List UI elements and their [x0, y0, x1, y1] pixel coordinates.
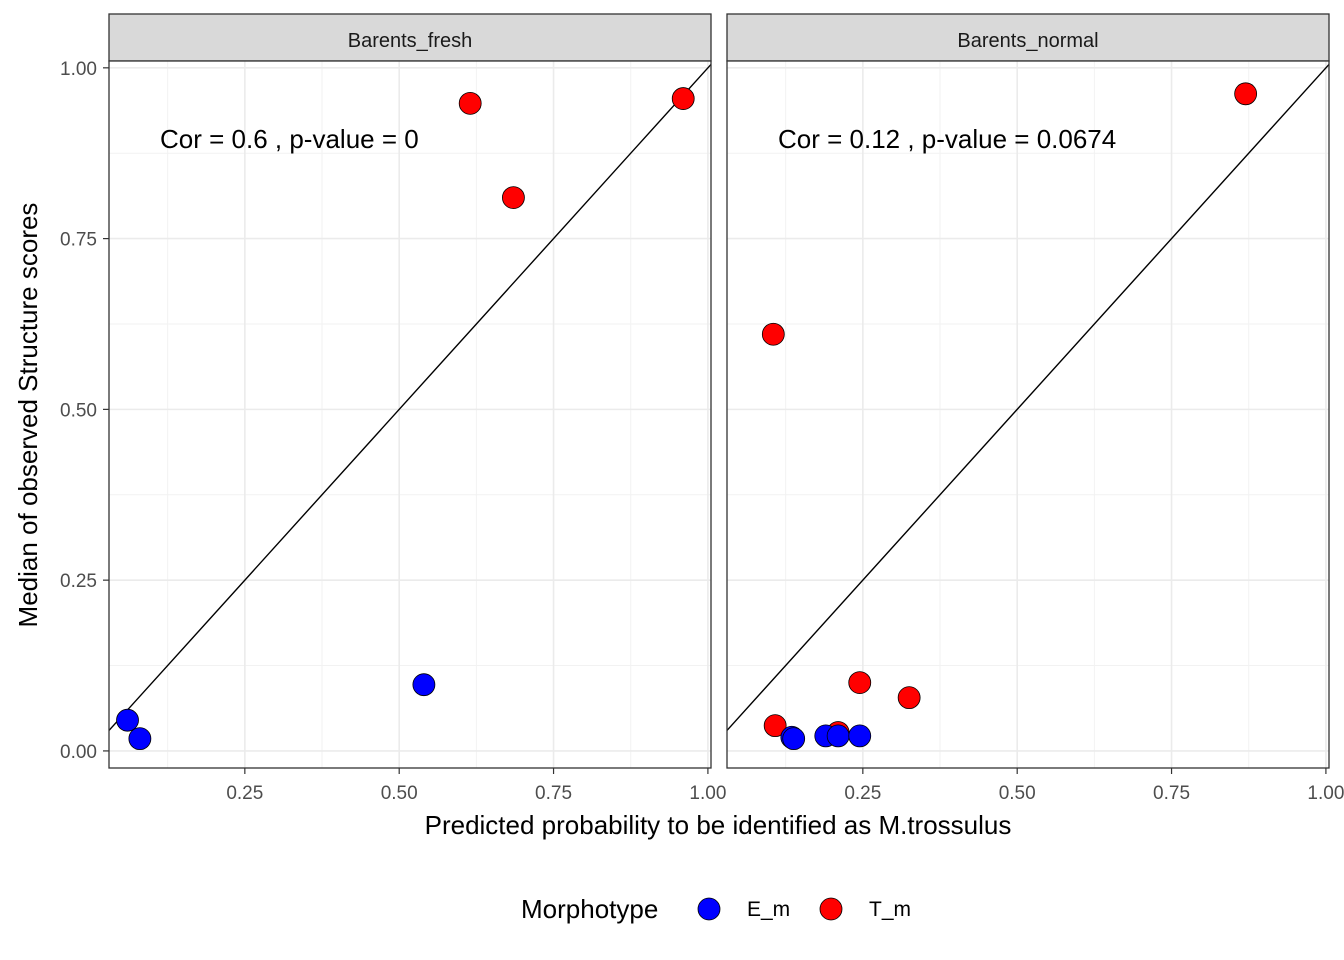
x-tick-label: 0.25: [844, 783, 881, 804]
identity-line: [726, 63, 1330, 731]
panel-background: [109, 61, 711, 768]
legend: Morphotype E_m T_m: [521, 894, 911, 924]
legend-label-T_m: T_m: [869, 898, 911, 921]
point-E_m: [826, 724, 850, 748]
point-E_m: [848, 724, 872, 748]
facet-strip: [726, 13, 1330, 62]
y-tick-label: 1.00: [60, 59, 97, 80]
facet-strip-label: Barents_normal: [957, 30, 1098, 52]
x-tick-label: 1.00: [1307, 783, 1344, 804]
point-T_m: [1234, 82, 1258, 106]
panels-layer: Barents_fresh Cor = 0.6 , p-value = 0 0.25…: [60, 13, 1344, 804]
point-T_m: [761, 322, 785, 346]
x-tick-label: 0.75: [535, 783, 572, 804]
point-E_m: [128, 727, 152, 751]
x-tick-label: 0.75: [1153, 783, 1190, 804]
legend-key-E_m: [697, 897, 721, 921]
panel-background: [727, 61, 1329, 768]
y-tick-label: 0.00: [60, 742, 97, 763]
point-T_m: [763, 714, 787, 738]
facet-strip-label: Barents_fresh: [348, 30, 473, 52]
identity-line: [108, 63, 712, 731]
point-T_m: [848, 671, 872, 695]
y-tick-label: 0.25: [60, 571, 97, 592]
correlation-annotation: Cor = 0.12 , p-value = 0.0674: [778, 124, 1116, 154]
point-T_m: [671, 87, 695, 110]
y-axis-title: Median of observed Structure scores: [13, 203, 43, 628]
panel-border: [108, 60, 712, 769]
point-E_m: [412, 673, 436, 697]
point-T_m: [458, 91, 482, 115]
panel-2: Barents_normal Cor = 0.12 , p-value = 0.0…: [726, 13, 1344, 804]
legend-label-E_m: E_m: [747, 898, 790, 921]
x-tick-label: 0.50: [999, 783, 1036, 804]
x-tick-label: 0.50: [381, 783, 418, 804]
x-tick-label: 1.00: [689, 783, 726, 804]
facet-strip: [108, 13, 712, 62]
correlation-annotation: Cor = 0.6 , p-value = 0: [160, 124, 419, 154]
point-T_m: [897, 686, 921, 710]
point-E_m: [116, 708, 139, 732]
panel-border: [726, 60, 1330, 769]
point-T_m: [502, 186, 525, 210]
y-tick-label: 0.75: [60, 230, 97, 251]
legend-entries: E_m T_m: [697, 897, 911, 921]
legend-key-T_m: [819, 897, 843, 921]
x-axis-title: Predicted probability to be identified a…: [425, 810, 1012, 840]
y-tick-label: 0.50: [60, 400, 97, 421]
point-E_m: [782, 727, 806, 751]
x-tick-label: 0.25: [226, 783, 263, 804]
legend-title: Morphotype: [521, 894, 658, 924]
panel-1: Barents_fresh Cor = 0.6 , p-value = 0 0.25…: [60, 13, 726, 804]
